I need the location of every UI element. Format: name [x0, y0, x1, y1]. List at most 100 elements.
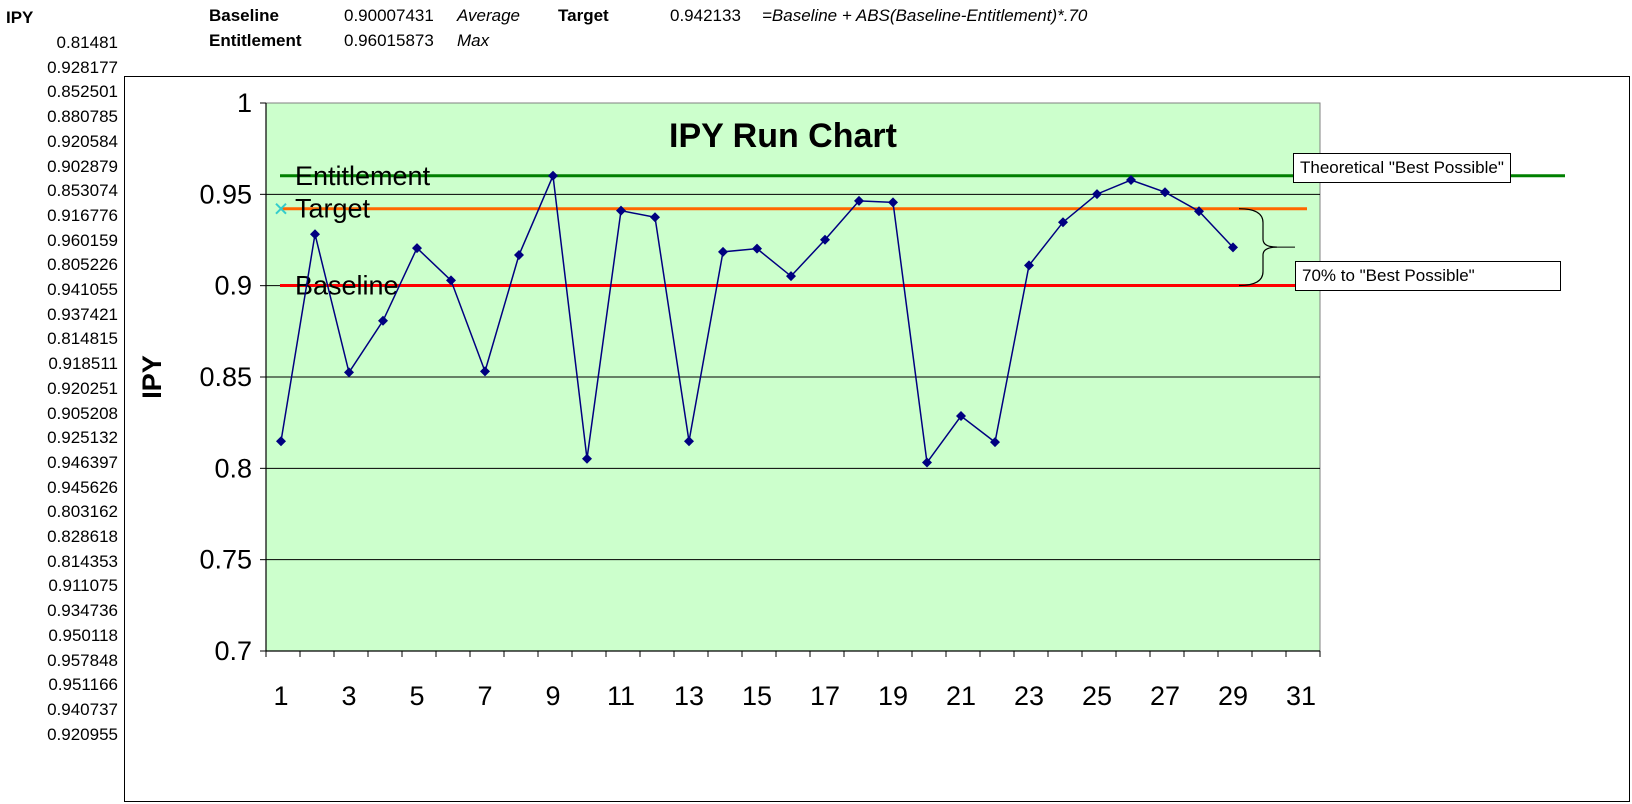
x-tick-label: 3 — [341, 681, 356, 711]
data-point — [684, 436, 694, 447]
data-point — [1058, 217, 1068, 228]
ipy-value-cell: 0.81481 — [56, 33, 118, 52]
data-point — [922, 457, 932, 468]
ipy-value-cell: 0.934736 — [47, 601, 118, 621]
entitlement-param-label: Entitlement — [209, 31, 302, 50]
x-tick-label: 19 — [878, 681, 908, 711]
data-point — [310, 229, 320, 240]
ipy-value-cell: 0.911075 — [48, 576, 118, 596]
data-point — [412, 243, 422, 254]
x-tick-label: 29 — [1218, 681, 1248, 711]
data-point — [276, 436, 286, 447]
reference-label-target: Target — [295, 194, 371, 224]
ipy-value-cell: 0.941055 — [47, 280, 118, 299]
y-tick-label: 0.8 — [214, 453, 252, 483]
data-point — [650, 212, 660, 223]
ipy-value-cell: 0.814353 — [47, 551, 118, 571]
ipy-value-cell: 0.951166 — [48, 675, 118, 695]
y-tick-label: 1 — [237, 88, 252, 118]
ipy-value-cell: 0.925132 — [47, 428, 118, 448]
data-point — [820, 234, 830, 245]
data-point — [1160, 187, 1170, 198]
ipy-value-cell: 0.803162 — [47, 502, 118, 522]
target-param-label: Target — [558, 6, 609, 25]
ipy-value-cell: 0.920251 — [47, 378, 118, 398]
data-point — [582, 453, 592, 464]
chart-area[interactable]: 0.7 0.75 0.8 0.85 0.9 0.95 1 1 3 5 7 9 11 13 15 17 19 21 2… — [124, 76, 1630, 802]
x-tick-label: 27 — [1150, 681, 1180, 711]
ipy-value-cell: 0.937421 — [47, 304, 118, 324]
target-marker — [275, 202, 287, 215]
data-point — [344, 367, 354, 378]
x-tick-label: 17 — [810, 681, 840, 711]
ipy-value-cell: 0.957848 — [47, 650, 118, 670]
data-point — [956, 411, 966, 422]
entitlement-param-value: 0.96015873 — [344, 31, 434, 50]
ipy-value-cell: 0.946397 — [47, 452, 118, 472]
y-tick-label: 0.85 — [199, 362, 252, 392]
chart-title: IPY Run Chart — [669, 117, 897, 155]
x-tick-label: 15 — [742, 681, 772, 711]
seventy-percent-callout: 70% to "Best Possible" — [1295, 261, 1561, 291]
data-point — [752, 243, 762, 254]
y-tick-label: 0.95 — [199, 179, 252, 209]
data-point — [786, 271, 796, 282]
x-tick-label: 23 — [1014, 681, 1044, 711]
data-point — [1126, 174, 1136, 185]
x-tick-label: 9 — [545, 681, 560, 711]
y-tick-label: 0.75 — [199, 545, 252, 575]
ipy-value-cell: 0.852501 — [47, 82, 118, 102]
x-tick-label: 1 — [273, 681, 288, 711]
best-possible-callout: Theoretical "Best Possible" — [1293, 153, 1511, 183]
baseline-param-label: Baseline — [209, 6, 279, 25]
reference-label-baseline: Baseline — [295, 271, 399, 301]
ipy-value-cell: 0.945626 — [47, 477, 118, 497]
target-param-value: 0.942133 — [670, 6, 741, 25]
ipy-column-header: IPY — [6, 8, 34, 27]
ipy-value-cell: 0.814815 — [47, 329, 118, 349]
ipy-value-cell: 0.950118 — [48, 625, 118, 645]
data-point — [718, 246, 728, 257]
x-tick-label: 31 — [1286, 681, 1316, 711]
y-tick-label: 0.7 — [214, 636, 252, 666]
x-tick-label: 7 — [477, 681, 492, 711]
ipy-value-cell: 0.940737 — [47, 699, 118, 719]
ipy-value-cell: 0.916776 — [47, 205, 118, 225]
target-formula: =Baseline + ABS(Baseline-Entitlement)*.7… — [762, 6, 1088, 25]
data-point — [888, 197, 898, 208]
data-point — [1194, 206, 1204, 217]
y-axis-title: IPY — [137, 355, 167, 399]
data-point — [548, 170, 558, 181]
x-tick-label: 11 — [607, 681, 635, 711]
data-point — [990, 437, 1000, 448]
ipy-value-cell: 0.880785 — [47, 107, 118, 127]
ipy-value-cell: 0.805226 — [47, 255, 118, 275]
ipy-value-cell: 0.902879 — [47, 156, 118, 176]
ipy-value-cell: 0.928177 — [47, 57, 118, 77]
data-point — [1024, 260, 1034, 271]
entitlement-param-note: Max — [457, 31, 490, 50]
data-point — [378, 315, 388, 326]
data-point — [446, 275, 456, 286]
data-point — [854, 195, 864, 206]
ipy-value-cell: 0.918511 — [48, 354, 118, 374]
x-tick-label: 5 — [409, 681, 424, 711]
reference-label-entitlement: Entitlement — [295, 161, 431, 191]
data-point — [480, 366, 490, 377]
ipy-value-cell: 0.828618 — [47, 527, 118, 546]
data-point — [1228, 242, 1238, 253]
ipy-value-cell: 0.905208 — [47, 403, 118, 423]
baseline-param-value: 0.90007431 — [344, 6, 434, 25]
y-tick-label: 0.9 — [214, 271, 252, 301]
x-tick-label: 13 — [674, 681, 704, 711]
ipy-run-chart: 0.70.750.80.850.90.9511 3 5 7 9 11 13 15 17 19 21 2… — [137, 88, 1565, 711]
x-tick-label: 21 — [946, 681, 976, 711]
x-tick-label: 25 — [1082, 681, 1112, 711]
data-point — [1092, 189, 1102, 200]
data-point — [616, 205, 626, 216]
ipy-value-cell: 0.920955 — [47, 724, 118, 744]
ipy-value-cell: 0.920584 — [47, 131, 118, 151]
ipy-value-cell: 0.960159 — [47, 230, 118, 250]
baseline-param-note: Average — [457, 6, 521, 25]
data-point — [514, 250, 524, 261]
